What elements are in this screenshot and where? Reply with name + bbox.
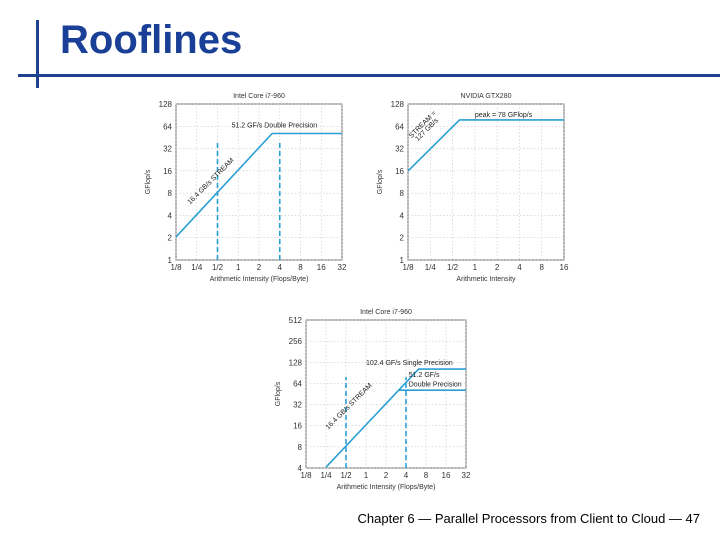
x-tick-label: 1/4 (425, 263, 437, 272)
x-tick-label: 8 (424, 471, 429, 480)
y-tick-label: 4 (168, 211, 173, 220)
x-tick-label: 16 (317, 263, 326, 272)
x-tick-label: 1/4 (320, 471, 332, 480)
y-axis-label: GFlop/s (377, 169, 384, 194)
slide-footer: Chapter 6 — Parallel Processors from Cli… (357, 511, 700, 526)
x-tick-label: 1 (236, 263, 241, 272)
roofline-series (407, 119, 564, 172)
x-tick-label: 1/8 (402, 263, 414, 272)
x-tick-label: 1/8 (300, 471, 312, 480)
y-axis-label: GFlop/s (145, 169, 152, 194)
y-tick-label: 256 (289, 337, 303, 346)
slide-title: Rooflines (60, 18, 243, 62)
x-tick-label: 8 (539, 263, 544, 272)
roofline-chart-intel-dp: 1/8 1/4 1/2 1 2 4 8 16 32 1 2 4 8 16 32 64 128 Intel Core… (145, 93, 347, 283)
x-axis-label: Arithmetic Intensity (Flops/Byte) (337, 484, 436, 491)
x-axis-label: Arithmetic Intensity (456, 276, 516, 283)
y-tick-label: 4 (298, 464, 303, 473)
y-tick-label: 32 (163, 145, 172, 154)
title-underline (18, 74, 720, 77)
x-axis-label: Arithmetic Intensity (Flops/Byte) (210, 276, 309, 283)
x-tick-label: 2 (384, 471, 389, 480)
x-tick-label: 16 (442, 471, 451, 480)
x-tick-label: 1/2 (340, 471, 352, 480)
x-tick-label: 32 (462, 471, 471, 480)
y-tick-label: 128 (289, 358, 303, 367)
y-tick-label: 1 (168, 256, 173, 265)
annotation-label: 51.2 GF/s (409, 372, 440, 379)
x-tick-label: 1/2 (212, 263, 224, 272)
chart-title: Intel Core i7-960 (360, 309, 412, 316)
y-tick-label: 32 (395, 145, 404, 154)
annotation-label: Double Precision (409, 381, 462, 388)
y-tick-label: 16 (395, 167, 404, 176)
y-tick-label: 128 (159, 100, 173, 109)
x-tick-label: 1/8 (170, 263, 182, 272)
y-tick-label: 64 (163, 122, 172, 131)
x-tick-label: 4 (278, 263, 283, 272)
y-tick-label: 8 (168, 189, 173, 198)
y-tick-label: 16 (163, 167, 172, 176)
x-tick-label: 1/4 (191, 263, 203, 272)
x-tick-label: 1 (473, 263, 478, 272)
y-tick-label: 2 (400, 234, 405, 243)
x-tick-label: 32 (338, 263, 347, 272)
x-tick-label: 1 (364, 471, 369, 480)
y-tick-label: 1 (400, 256, 405, 265)
y-tick-label: 2 (168, 234, 173, 243)
roofline-series (175, 132, 342, 238)
y-tick-label: 8 (400, 189, 405, 198)
annotation-label: 51.2 GF/s Double Precision (232, 122, 318, 129)
x-tick-label: 2 (257, 263, 262, 272)
annotation-label: 102.4 GF/s Single Precision (366, 360, 453, 367)
chart-title: NVIDIA GTX280 (461, 93, 512, 100)
x-tick-label: 4 (404, 471, 409, 480)
y-tick-label: 8 (298, 443, 303, 452)
x-tick-label: 4 (517, 263, 522, 272)
x-tick-label: 1/2 (447, 263, 459, 272)
y-tick-label: 64 (293, 379, 302, 388)
roofline-series (325, 368, 466, 468)
x-tick-label: 8 (298, 263, 303, 272)
x-tick-label: 2 (495, 263, 500, 272)
y-tick-label: 512 (289, 316, 303, 325)
roofline-chart-nvidia: 1/8 1/4 1/2 1 2 4 8 16 1 2 4 8 16 32 64 128 NVIDIA GTX28… (377, 93, 569, 283)
y-tick-label: 128 (391, 100, 405, 109)
roofline-chart-intel-sp-dp: 1/8 1/4 1/2 1 2 4 8 16 3248163264128256512Intel … (275, 309, 471, 491)
x-tick-label: 16 (560, 263, 569, 272)
y-tick-label: 4 (400, 211, 405, 220)
y-tick-label: 32 (293, 401, 302, 410)
chart-title: Intel Core i7-960 (233, 93, 285, 100)
annotation-label: peak = 78 GFlop/s (475, 112, 533, 119)
y-tick-label: 16 (293, 422, 302, 431)
y-axis-label: GFlop/s (275, 381, 282, 406)
y-tick-label: 64 (395, 122, 404, 131)
title-accent-bar (36, 20, 39, 88)
